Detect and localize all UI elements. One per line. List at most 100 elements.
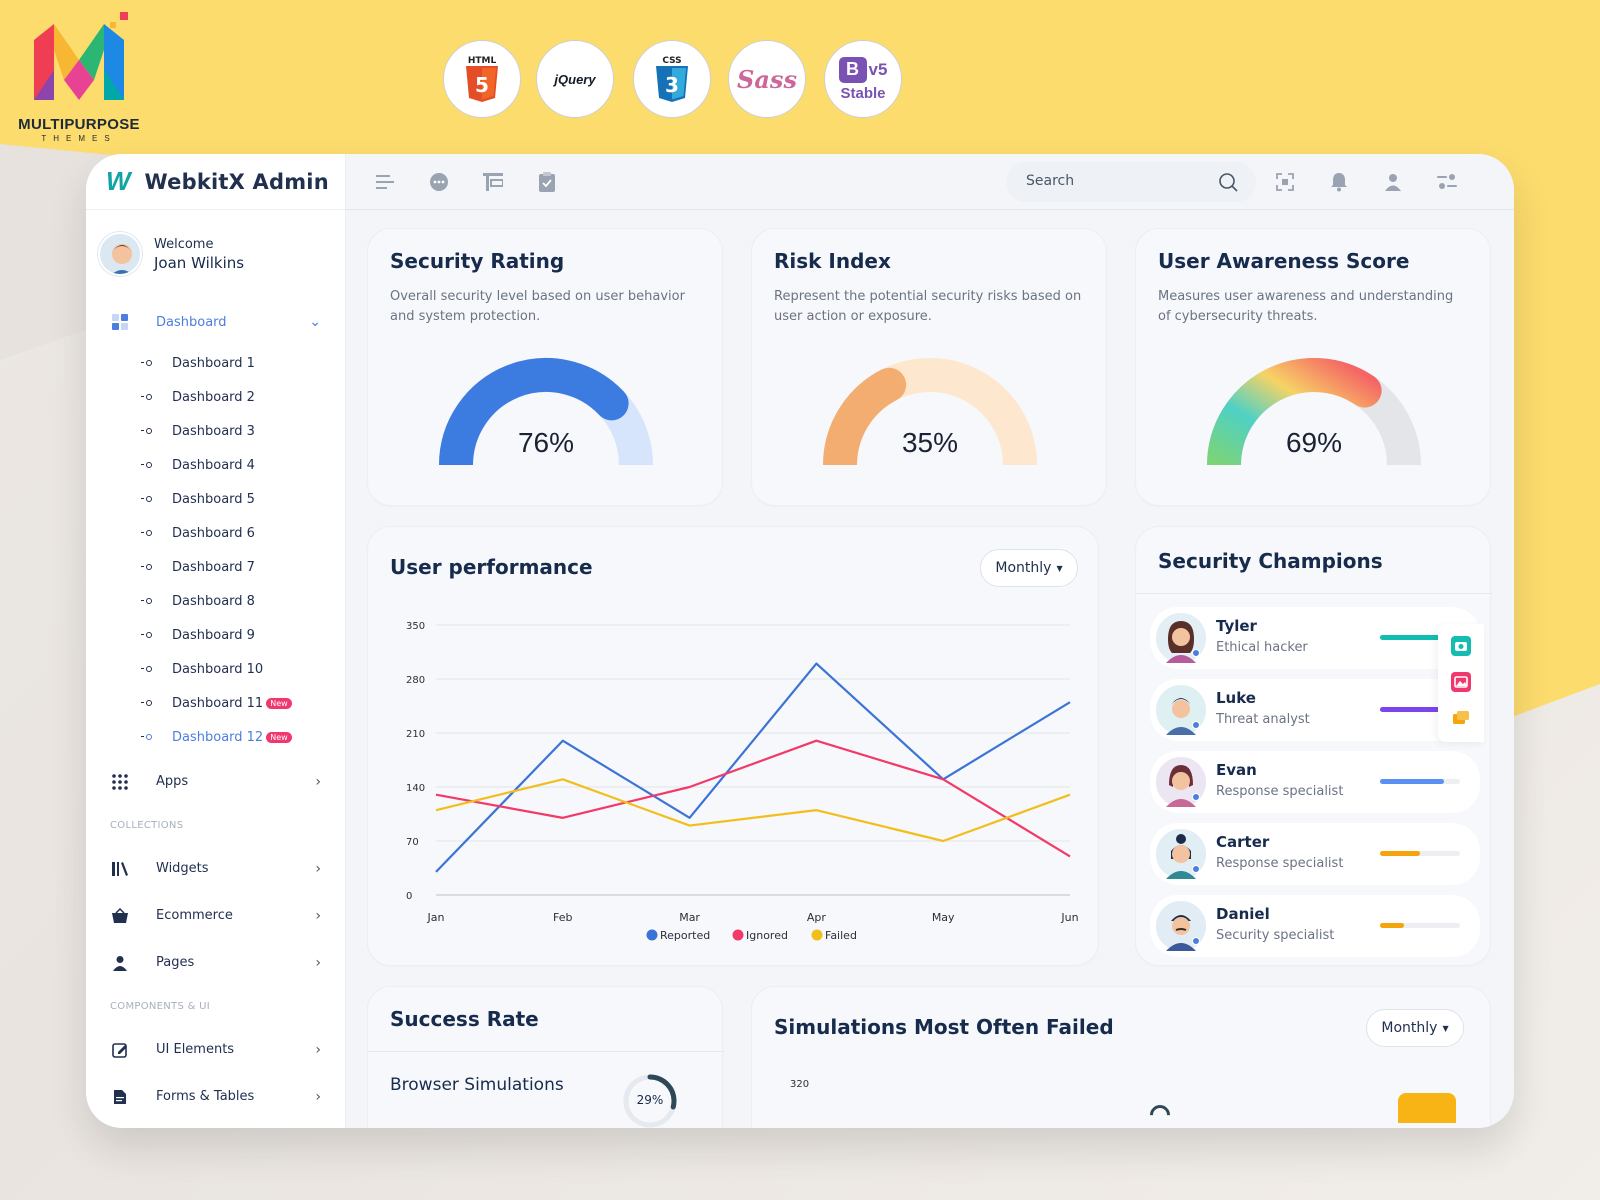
risk-index-card: Risk Index Represent the potential secur…: [751, 228, 1107, 506]
app-logo[interactable]: W WebkitX Admin: [86, 154, 345, 210]
champion-row[interactable]: Carter Response specialist: [1150, 823, 1480, 885]
x-tick-label: Apr: [807, 911, 827, 924]
chevron-right-icon: ›: [315, 1088, 321, 1105]
avatar: [1156, 613, 1206, 663]
sidebar-item-dashboard-9[interactable]: Dashboard 9: [141, 618, 345, 652]
success-rate-card: Success Rate Browser Simulations 29%: [367, 986, 724, 1128]
avatar[interactable]: [98, 232, 142, 276]
champion-name: Luke: [1216, 689, 1256, 707]
sidebar-item-dashboard-12[interactable]: Dashboard 12 New: [141, 720, 345, 754]
submenu-label: Dashboard 4: [172, 457, 255, 473]
sidebar-item-dashboard-10[interactable]: Dashboard 10: [141, 652, 345, 686]
y-tick-label: 70: [406, 837, 419, 848]
bullet-icon: [141, 360, 152, 366]
y-tick-label: 320: [790, 1079, 810, 1090]
security-champions-card: Security Champions Tyler Ethical hacker …: [1135, 526, 1492, 966]
bell-icon[interactable]: [1328, 171, 1350, 193]
card-title: Simulations Most Often Failed: [774, 1015, 1114, 1039]
submenu-label: Dashboard 9: [172, 627, 255, 643]
html5-label: HTML: [468, 56, 497, 66]
gauge-value: 35%: [901, 427, 959, 458]
profile-icon[interactable]: [1382, 171, 1404, 193]
user-profile[interactable]: Welcome Joan Wilkins: [86, 210, 345, 298]
fullscreen-icon[interactable]: [1274, 171, 1296, 193]
sidebar-item-dashboard-5[interactable]: Dashboard 5: [141, 482, 345, 516]
user-performance-card: User performance Monthly ▼ 0 70 140 210 280 3…: [367, 526, 1099, 966]
brand-mark-icon: [34, 12, 128, 100]
legend-label: Ignored: [746, 929, 788, 942]
progress-bar: [1380, 923, 1460, 928]
brand-subtitle: THEMES: [41, 134, 117, 143]
search-icon[interactable]: [1218, 172, 1238, 192]
sidebar-item-label: Ecommerce: [156, 908, 233, 923]
sidebar-item-dashboard-3[interactable]: Dashboard 3: [141, 414, 345, 448]
brand-name: MULTIPURPOSE: [18, 116, 140, 133]
sidebar-item-widgets[interactable]: Widgets ›: [86, 845, 345, 892]
bullet-icon: [141, 700, 152, 706]
period-dropdown[interactable]: Monthly ▼: [980, 549, 1078, 587]
bootstrap-stable: Stable: [840, 84, 886, 102]
section-caption-components: COMPONENTS & UI: [110, 1000, 211, 1012]
card-title: Security Rating: [390, 249, 565, 273]
submenu-label: Dashboard 10: [172, 661, 264, 677]
clipboard-check-icon[interactable]: [536, 171, 558, 193]
champion-role: Response specialist: [1216, 784, 1344, 799]
champion-row[interactable]: Evan Response specialist: [1150, 751, 1480, 813]
x-tick-label: Jan: [427, 911, 445, 924]
submenu-label: Dashboard 3: [172, 423, 255, 439]
x-tick-label: May: [932, 911, 955, 924]
sidebar-item-apps[interactable]: Apps ›: [86, 758, 345, 805]
bullet-icon: [141, 394, 152, 400]
jquery-icon: jQuery: [536, 40, 614, 118]
sidebar-item-pages[interactable]: Pages ›: [86, 939, 345, 986]
image-icon[interactable]: [1451, 672, 1471, 692]
floating-toolbar: [1438, 624, 1484, 742]
sidebar-item-dashboard[interactable]: Dashboard ⌄: [86, 302, 345, 342]
gauge-value: 69%: [1285, 427, 1343, 458]
legend-label: Failed: [825, 929, 857, 942]
divider: [1136, 593, 1492, 594]
progress-fill: [1380, 635, 1456, 640]
user-awareness-card: User Awareness Score Measures user aware…: [1135, 228, 1491, 506]
search-input[interactable]: Search: [1006, 162, 1256, 202]
sidebar-item-dashboard-4[interactable]: Dashboard 4: [141, 448, 345, 482]
gauge-value: 76%: [517, 427, 575, 458]
sidebar-item-dashboard-11[interactable]: Dashboard 11 New: [141, 686, 345, 720]
champion-row[interactable]: Tyler Ethical hacker: [1150, 607, 1480, 669]
progress-fill: [1380, 851, 1420, 856]
submenu-label: Dashboard 1: [172, 355, 255, 371]
sidebar-item-label: UI Elements: [156, 1042, 235, 1057]
admin-app-window: W WebkitX Admin Welcome Joan Wilkins: [86, 154, 1514, 1128]
champion-role: Security specialist: [1216, 928, 1335, 943]
bullet-icon: [141, 462, 152, 468]
chat-icon[interactable]: [428, 171, 450, 193]
legend-marker: [732, 929, 744, 941]
sidebar: W WebkitX Admin Welcome Joan Wilkins: [86, 154, 346, 1128]
layers-icon[interactable]: [1451, 708, 1471, 728]
progress-fill: [1380, 707, 1452, 712]
chevron-right-icon: ›: [315, 1041, 321, 1058]
chevron-down-icon: ⌄: [309, 314, 321, 330]
sidebar-item-forms-tables[interactable]: Forms & Tables ›: [86, 1073, 345, 1120]
sidebar-item-dashboard-8[interactable]: Dashboard 8: [141, 584, 345, 618]
sidebar-item-ui-elements[interactable]: UI Elements ›: [86, 1026, 345, 1073]
sidebar-item-dashboard-2[interactable]: Dashboard 2: [141, 380, 345, 414]
champion-row[interactable]: Luke Threat analyst: [1150, 679, 1480, 741]
svg-text:5: 5: [475, 73, 489, 97]
sitemap-icon[interactable]: [482, 171, 504, 193]
user-awareness-gauge: 69%: [1204, 357, 1424, 487]
period-dropdown[interactable]: Monthly ▼: [1366, 1009, 1464, 1047]
sidebar-item-ecommerce[interactable]: Ecommerce ›: [86, 892, 345, 939]
html5-icon: HTML 5: [443, 40, 521, 118]
progress-bar: [1380, 635, 1460, 640]
champion-row[interactable]: Daniel Security specialist: [1150, 895, 1480, 957]
bootstrap-icon: B v5 Stable: [824, 40, 902, 118]
sidebar-item-dashboard-1[interactable]: Dashboard 1: [141, 346, 345, 380]
sidebar-item-dashboard-7[interactable]: Dashboard 7: [141, 550, 345, 584]
chevron-right-icon: ›: [315, 773, 321, 790]
sidebar-item-dashboard-6[interactable]: Dashboard 6: [141, 516, 345, 550]
status-dot: [1192, 721, 1200, 729]
menu-toggle-icon[interactable]: [374, 171, 396, 193]
camera-icon[interactable]: [1451, 636, 1471, 656]
settings-toggle-icon[interactable]: [1436, 171, 1458, 193]
